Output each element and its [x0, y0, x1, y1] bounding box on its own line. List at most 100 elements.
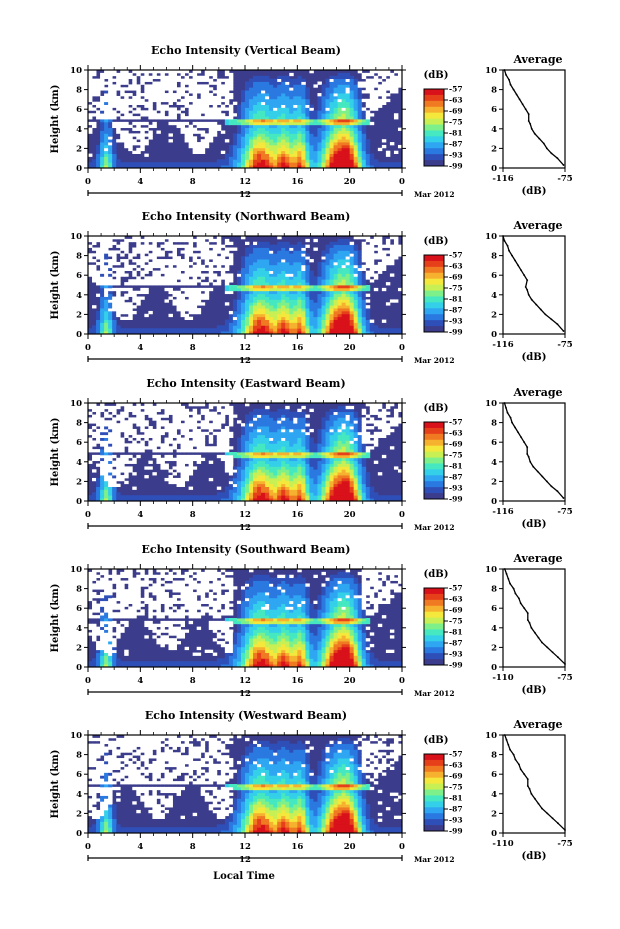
heatmap-cell: [220, 437, 226, 441]
heatmap-cell: [208, 165, 214, 169]
heatmap-cell: [108, 253, 113, 257]
heatmap-cell: [309, 287, 314, 292]
heatmap-cell: [216, 159, 222, 163]
colorbar-swatch: [424, 266, 444, 274]
heatmap-cell: [257, 144, 262, 149]
heatmap-cell: [301, 124, 306, 129]
heatmap-cell: [200, 78, 206, 82]
heatmap-cell: [341, 285, 347, 289]
heatmap-cell: [188, 247, 194, 251]
heatmap-cell: [164, 276, 169, 280]
heatmap-cell: [249, 253, 254, 257]
heatmap-cell: [249, 411, 254, 415]
heatmap-cell: [112, 405, 117, 410]
heatmap-cell: [120, 136, 125, 140]
heatmap-cell: [224, 322, 230, 326]
heatmap-cell: [301, 282, 306, 286]
heatmap-cell: [196, 84, 202, 88]
heatmap-cell: [257, 104, 262, 108]
heatmap-cell: [224, 264, 230, 269]
heatmap-cell: [108, 273, 113, 277]
heatmap-cell: [301, 264, 306, 269]
heatmap-cell: [349, 250, 355, 254]
heatmap-cell: [104, 119, 109, 123]
heatmap-cell: [265, 296, 270, 300]
heatmap-cell: [301, 331, 306, 335]
heatmap-cell: [116, 75, 121, 80]
heatmap-cell: [240, 469, 246, 473]
colorbar-swatch: [424, 112, 444, 120]
heatmap-cell: [124, 316, 129, 320]
heatmap-cell: [257, 253, 262, 257]
heatmap-cell: [365, 84, 371, 88]
heatmap: [88, 70, 403, 169]
heatmap-cell: [128, 460, 133, 464]
heatmap-cell: [257, 480, 262, 485]
heatmap-cell: [277, 147, 282, 152]
heatmap-cell: [148, 136, 153, 140]
heatmap-cell: [220, 446, 226, 450]
heatmap-cell: [337, 287, 343, 292]
heatmap-cell: [236, 144, 242, 149]
heatmap-cell: [257, 273, 262, 277]
heatmap-cell: [148, 84, 153, 88]
heatmap-cell: [228, 489, 234, 493]
heatmap-cell: [108, 322, 113, 326]
heatmap-cell: [144, 420, 149, 424]
heatmap-cell: [196, 110, 202, 114]
heatmap-cell: [100, 136, 105, 140]
heatmap-cell: [196, 290, 202, 295]
heatmap-cell: [317, 319, 322, 323]
heatmap-cell: [108, 142, 113, 146]
heatmap-cell: [108, 498, 113, 502]
heatmap-cell: [293, 165, 298, 169]
heatmap-cell: [273, 319, 278, 323]
heatmap-cell: [393, 90, 399, 94]
heatmap-cell: [365, 313, 371, 318]
heatmap-cell: [321, 316, 326, 320]
heatmap-cell: [228, 310, 234, 315]
heatmap-cell: [116, 328, 121, 332]
heatmap-cell: [257, 244, 262, 248]
heatmap-cell: [377, 256, 383, 260]
average-y-tick-label: 6: [491, 105, 497, 115]
heatmap-cell: [136, 299, 141, 303]
heatmap-cell: [204, 95, 210, 100]
heatmap-cell: [265, 319, 270, 323]
heatmap-cell: [232, 287, 238, 292]
heatmap-cell: [297, 144, 302, 149]
heatmap-cell: [325, 282, 330, 286]
heatmap-cell: [232, 310, 238, 315]
heatmap-cell: [236, 273, 242, 277]
heatmap-cell: [164, 267, 169, 271]
heatmap-cell: [100, 127, 105, 131]
heatmap-cell: [353, 282, 359, 286]
heatmap-cell: [104, 452, 109, 456]
heatmap-cell: [208, 261, 214, 266]
heatmap-cell: [293, 250, 298, 254]
heatmap-cell: [361, 244, 367, 248]
heatmap-cell: [232, 480, 238, 485]
heatmap-cell: [220, 87, 226, 91]
heatmap-cell: [100, 124, 105, 129]
heatmap-cell: [88, 273, 93, 277]
heatmap-cell: [188, 261, 194, 266]
heatmap-cell: [236, 276, 242, 280]
heatmap-cell: [333, 81, 338, 85]
colorbar-swatch: [424, 154, 444, 161]
heatmap-cell: [180, 93, 186, 97]
heatmap-cell: [148, 434, 153, 438]
heatmap-cell: [168, 95, 173, 100]
heatmap-cell: [108, 475, 113, 479]
heatmap-cell: [196, 142, 202, 146]
heatmap-cell: [317, 95, 322, 100]
heatmap-cell: [184, 440, 190, 444]
heatmap-cell: [377, 247, 383, 251]
heatmap-cell: [285, 261, 290, 266]
heatmap-cell: [265, 119, 270, 123]
heatmap-cell: [325, 87, 330, 91]
heatmap-cell: [156, 423, 161, 427]
heatmap-cell: [92, 469, 97, 473]
heatmap-cell: [253, 308, 258, 312]
heatmap-cell: [361, 250, 367, 254]
